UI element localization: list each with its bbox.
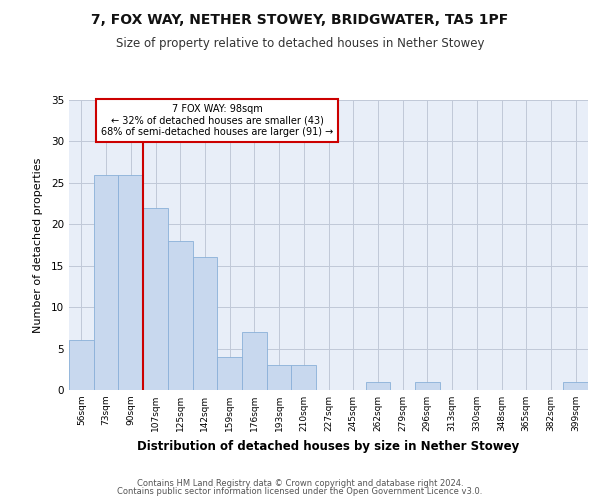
Text: 7 FOX WAY: 98sqm
← 32% of detached houses are smaller (43)
68% of semi-detached : 7 FOX WAY: 98sqm ← 32% of detached house… [101, 104, 334, 138]
Bar [143, 208, 168, 390]
Bar [69, 340, 94, 390]
Text: Size of property relative to detached houses in Nether Stowey: Size of property relative to detached ho… [116, 38, 484, 51]
Text: Contains HM Land Registry data © Crown copyright and database right 2024.: Contains HM Land Registry data © Crown c… [137, 478, 463, 488]
Bar [217, 357, 242, 390]
Bar [365, 382, 390, 390]
X-axis label: Distribution of detached houses by size in Nether Stowey: Distribution of detached houses by size … [137, 440, 520, 452]
Bar [242, 332, 267, 390]
Bar [94, 174, 118, 390]
Bar [415, 382, 440, 390]
Bar [563, 382, 588, 390]
Bar [267, 365, 292, 390]
Text: Contains public sector information licensed under the Open Government Licence v3: Contains public sector information licen… [118, 487, 482, 496]
Bar [168, 241, 193, 390]
Text: 7, FOX WAY, NETHER STOWEY, BRIDGWATER, TA5 1PF: 7, FOX WAY, NETHER STOWEY, BRIDGWATER, T… [91, 12, 509, 26]
Bar [292, 365, 316, 390]
Y-axis label: Number of detached properties: Number of detached properties [32, 158, 43, 332]
Bar [193, 258, 217, 390]
Bar [118, 174, 143, 390]
